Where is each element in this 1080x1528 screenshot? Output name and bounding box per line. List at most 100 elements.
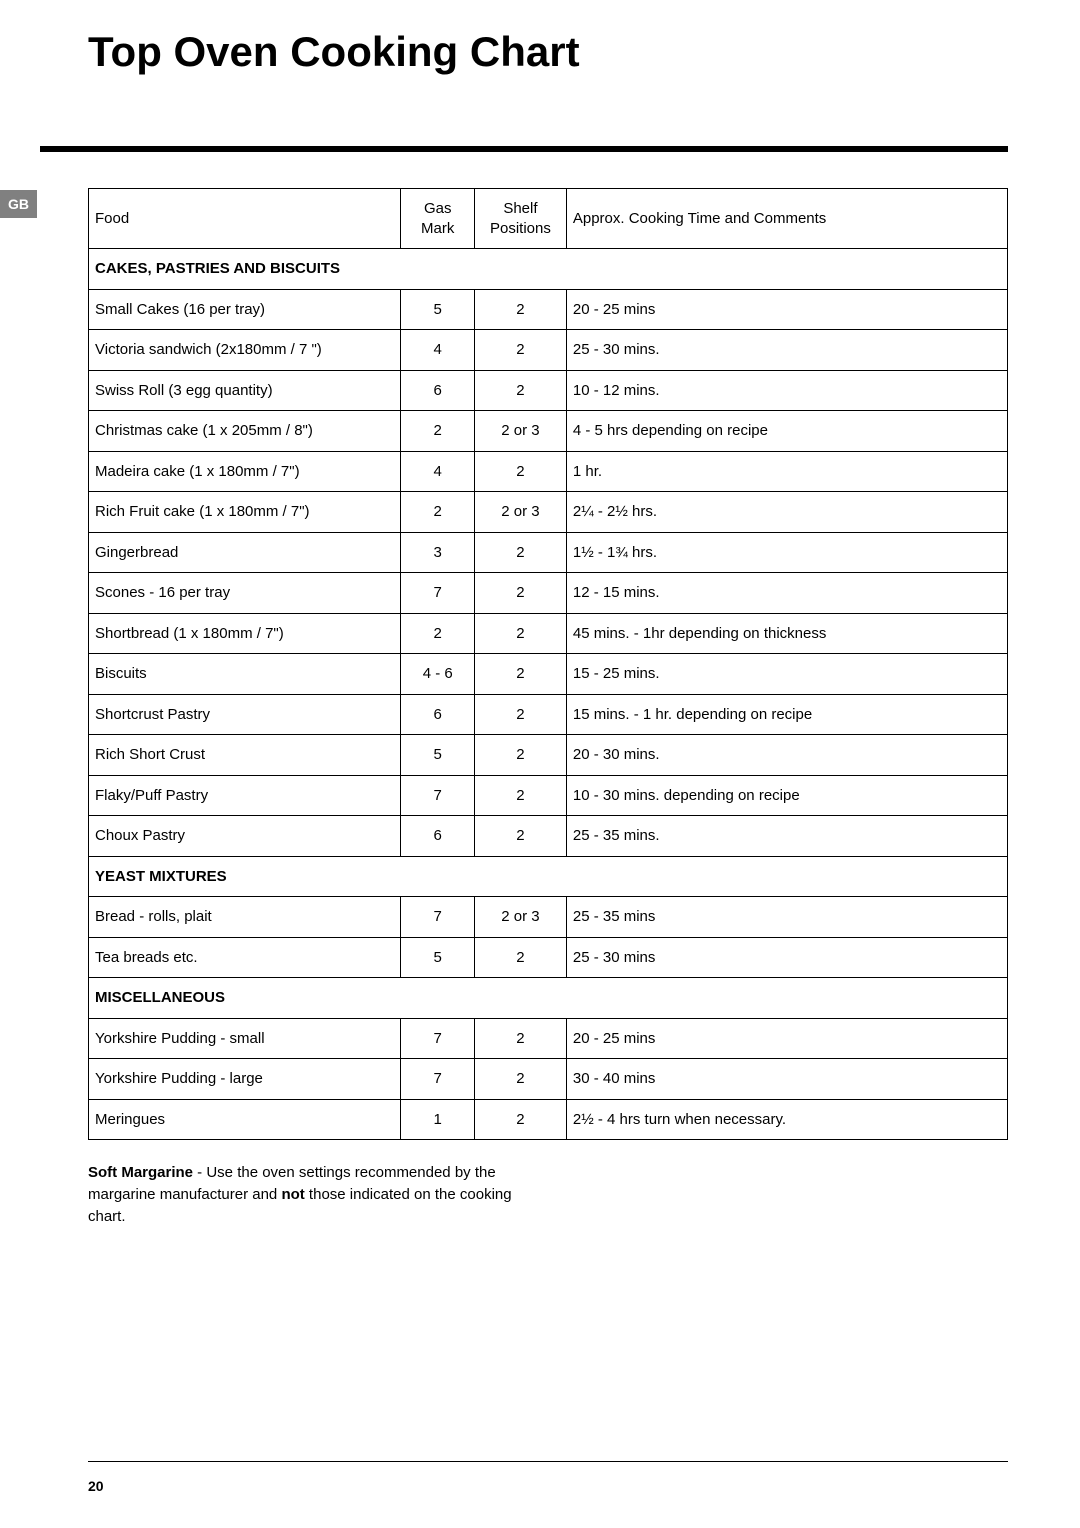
table-row: Shortbread (1 x 180mm / 7")2245 mins. - …	[89, 613, 1008, 654]
food-header: Food	[89, 189, 401, 249]
time-cell: 2¼ - 2½ hrs.	[566, 492, 1007, 533]
table-row: Rich Fruit cake (1 x 180mm / 7")22 or 32…	[89, 492, 1008, 533]
table-row: Rich Short Crust5220 - 30 mins.	[89, 735, 1008, 776]
time-cell: 25 - 30 mins	[566, 937, 1007, 978]
shelf-cell: 2	[474, 451, 566, 492]
food-cell: Swiss Roll (3 egg quantity)	[89, 370, 401, 411]
gas-cell: 2	[401, 492, 475, 533]
food-cell: Scones - 16 per tray	[89, 573, 401, 614]
shelf-header: Shelf Positions	[474, 189, 566, 249]
time-cell: 1 hr.	[566, 451, 1007, 492]
shelf-cell: 2	[474, 735, 566, 776]
shelf-cell: 2	[474, 613, 566, 654]
gas-cell: 7	[401, 897, 475, 938]
table-header-row: FoodGas MarkShelf PositionsApprox. Cooki…	[89, 189, 1008, 249]
food-cell: Shortbread (1 x 180mm / 7")	[89, 613, 401, 654]
table-row: Choux Pastry6225 - 35 mins.	[89, 816, 1008, 857]
footnote-bold-lead: Soft Margarine	[88, 1164, 193, 1181]
table-row: Swiss Roll (3 egg quantity)6210 - 12 min…	[89, 370, 1008, 411]
shelf-cell: 2	[474, 573, 566, 614]
gas-cell: 6	[401, 816, 475, 857]
table-row: Meringues122½ - 4 hrs turn when necessar…	[89, 1099, 1008, 1140]
page-container: Top Oven Cooking Chart GB FoodGas MarkSh…	[0, 0, 1080, 1528]
time-cell: 20 - 25 mins	[566, 1018, 1007, 1059]
time-cell: 12 - 15 mins.	[566, 573, 1007, 614]
food-cell: Choux Pastry	[89, 816, 401, 857]
shelf-cell: 2	[474, 816, 566, 857]
food-cell: Meringues	[89, 1099, 401, 1140]
table-row: Biscuits4 - 6215 - 25 mins.	[89, 654, 1008, 695]
section-title: CAKES, PASTRIES AND BISCUITS	[89, 249, 1008, 290]
time-header: Approx. Cooking Time and Comments	[566, 189, 1007, 249]
gas-cell: 5	[401, 289, 475, 330]
food-cell: Victoria sandwich (2x180mm / 7 ")	[89, 330, 401, 371]
shelf-cell: 2	[474, 1099, 566, 1140]
section-title: YEAST MIXTURES	[89, 856, 1008, 897]
time-cell: 2½ - 4 hrs turn when necessary.	[566, 1099, 1007, 1140]
time-cell: 25 - 35 mins.	[566, 816, 1007, 857]
shelf-cell: 2	[474, 1059, 566, 1100]
gas-cell: 5	[401, 735, 475, 776]
food-cell: Shortcrust Pastry	[89, 694, 401, 735]
gas-cell: 4	[401, 330, 475, 371]
food-cell: Madeira cake (1 x 180mm / 7")	[89, 451, 401, 492]
time-cell: 30 - 40 mins	[566, 1059, 1007, 1100]
time-cell: 1½ - 1¾ hrs.	[566, 532, 1007, 573]
table-row: Bread - rolls, plait72 or 325 - 35 mins	[89, 897, 1008, 938]
food-cell: Yorkshire Pudding - small	[89, 1018, 401, 1059]
gas-header: Gas Mark	[401, 189, 475, 249]
gas-cell: 7	[401, 1059, 475, 1100]
time-cell: 25 - 30 mins.	[566, 330, 1007, 371]
shelf-cell: 2	[474, 330, 566, 371]
table-row: Flaky/Puff Pastry7210 - 30 mins. dependi…	[89, 775, 1008, 816]
food-cell: Tea breads etc.	[89, 937, 401, 978]
food-cell: Christmas cake (1 x 205mm / 8")	[89, 411, 401, 452]
section-row: YEAST MIXTURES	[89, 856, 1008, 897]
table-row: Yorkshire Pudding - large7230 - 40 mins	[89, 1059, 1008, 1100]
shelf-cell: 2	[474, 1018, 566, 1059]
food-cell: Rich Fruit cake (1 x 180mm / 7")	[89, 492, 401, 533]
gas-cell: 3	[401, 532, 475, 573]
time-cell: 4 - 5 hrs depending on recipe	[566, 411, 1007, 452]
section-row: MISCELLANEOUS	[89, 978, 1008, 1019]
time-cell: 10 - 30 mins. depending on recipe	[566, 775, 1007, 816]
content-area: FoodGas MarkShelf PositionsApprox. Cooki…	[88, 188, 1008, 1227]
shelf-cell: 2	[474, 654, 566, 695]
table-row: Scones - 16 per tray7212 - 15 mins.	[89, 573, 1008, 614]
shelf-cell: 2	[474, 694, 566, 735]
gas-cell: 7	[401, 573, 475, 614]
shelf-cell: 2 or 3	[474, 897, 566, 938]
gas-cell: 2	[401, 411, 475, 452]
gas-cell: 6	[401, 370, 475, 411]
gas-cell: 4 - 6	[401, 654, 475, 695]
time-cell: 45 mins. - 1hr depending on thickness	[566, 613, 1007, 654]
shelf-cell: 2	[474, 532, 566, 573]
time-cell: 20 - 30 mins.	[566, 735, 1007, 776]
table-row: Gingerbread321½ - 1¾ hrs.	[89, 532, 1008, 573]
table-row: Tea breads etc.5225 - 30 mins	[89, 937, 1008, 978]
table-row: Shortcrust Pastry6215 mins. - 1 hr. depe…	[89, 694, 1008, 735]
table-row: Yorkshire Pudding - small7220 - 25 mins	[89, 1018, 1008, 1059]
shelf-cell: 2	[474, 775, 566, 816]
food-cell: Flaky/Puff Pastry	[89, 775, 401, 816]
gas-cell: 7	[401, 775, 475, 816]
footnote-bold-mid: not	[281, 1186, 304, 1203]
table-row: Victoria sandwich (2x180mm / 7 ")4225 - …	[89, 330, 1008, 371]
time-cell: 10 - 12 mins.	[566, 370, 1007, 411]
food-cell: Yorkshire Pudding - large	[89, 1059, 401, 1100]
thin-divider	[88, 1461, 1008, 1462]
cooking-chart-table: FoodGas MarkShelf PositionsApprox. Cooki…	[88, 188, 1008, 1140]
shelf-cell: 2	[474, 370, 566, 411]
food-cell: Rich Short Crust	[89, 735, 401, 776]
gas-cell: 5	[401, 937, 475, 978]
food-cell: Small Cakes (16 per tray)	[89, 289, 401, 330]
table-row: Christmas cake (1 x 205mm / 8")22 or 34 …	[89, 411, 1008, 452]
food-cell: Gingerbread	[89, 532, 401, 573]
section-row: CAKES, PASTRIES AND BISCUITS	[89, 249, 1008, 290]
time-cell: 25 - 35 mins	[566, 897, 1007, 938]
gas-cell: 2	[401, 613, 475, 654]
footnote-text: Soft Margarine - Use the oven settings r…	[88, 1162, 548, 1227]
gas-cell: 7	[401, 1018, 475, 1059]
food-cell: Bread - rolls, plait	[89, 897, 401, 938]
table-row: Madeira cake (1 x 180mm / 7")421 hr.	[89, 451, 1008, 492]
